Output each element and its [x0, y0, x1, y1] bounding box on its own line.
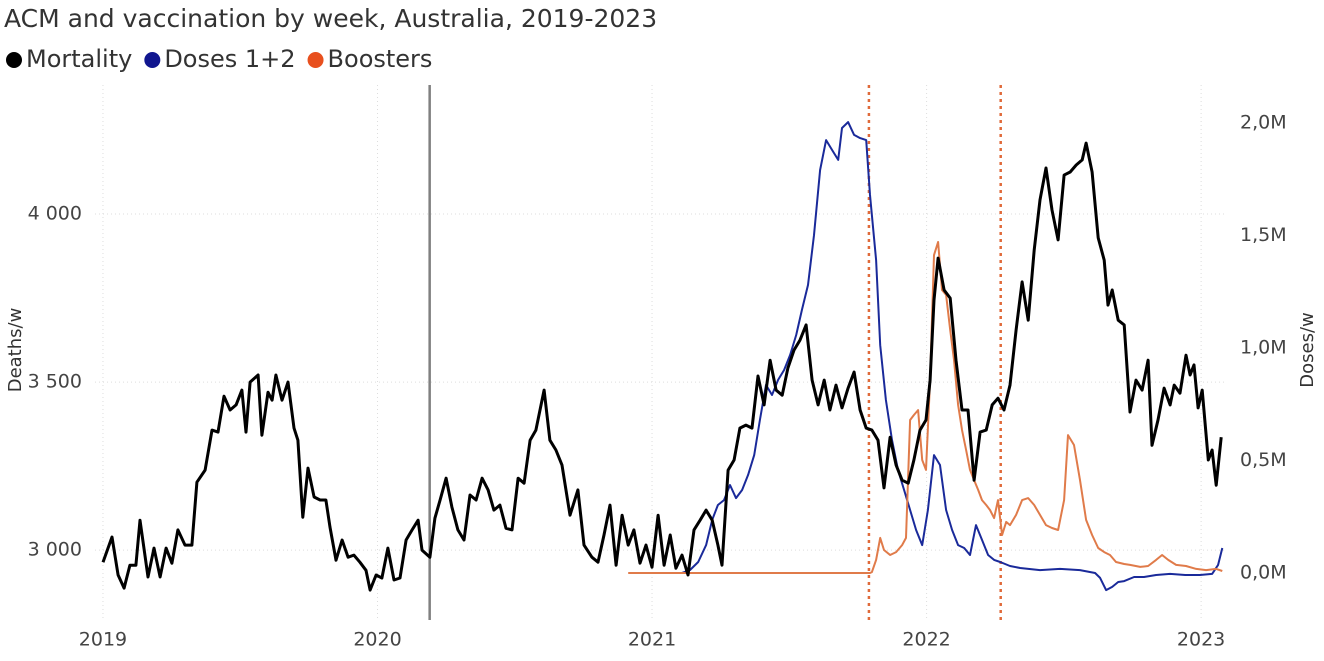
y-axis-label: Deaths/w	[5, 308, 26, 393]
y2-tick-label: 2,0M	[1240, 112, 1287, 134]
x-tick-label: 2019	[79, 629, 127, 651]
legend-marker	[307, 52, 324, 68]
legend-marker	[6, 52, 22, 68]
legend-label: Boosters	[328, 45, 433, 73]
x-tick-label: 2022	[902, 629, 950, 651]
y2-tick-label: 0,0M	[1240, 561, 1287, 583]
series-line	[101, 141, 1223, 592]
series-line	[681, 121, 1224, 592]
legend-label: Mortality	[26, 45, 132, 73]
y-tick-label: 3 500	[28, 371, 82, 393]
chart-title: ACM and vaccination by week, Australia, …	[4, 4, 657, 33]
legend-label: Doses 1+2	[164, 45, 295, 73]
y2-tick-label: 1,0M	[1240, 337, 1287, 359]
y-tick-label: 4 000	[28, 203, 82, 225]
series-line	[628, 241, 1223, 574]
y2-tick-label: 0,5M	[1240, 449, 1287, 471]
x-tick-label: 2023	[1177, 629, 1225, 651]
y-tick-label: 3 000	[28, 539, 82, 561]
legend-marker	[144, 52, 161, 68]
x-tick-label: 2020	[353, 629, 401, 651]
y2-tick-label: 1,5M	[1240, 224, 1287, 246]
x-tick-label: 2021	[628, 629, 676, 651]
y2-axis-label: Doses/w	[1297, 312, 1318, 388]
